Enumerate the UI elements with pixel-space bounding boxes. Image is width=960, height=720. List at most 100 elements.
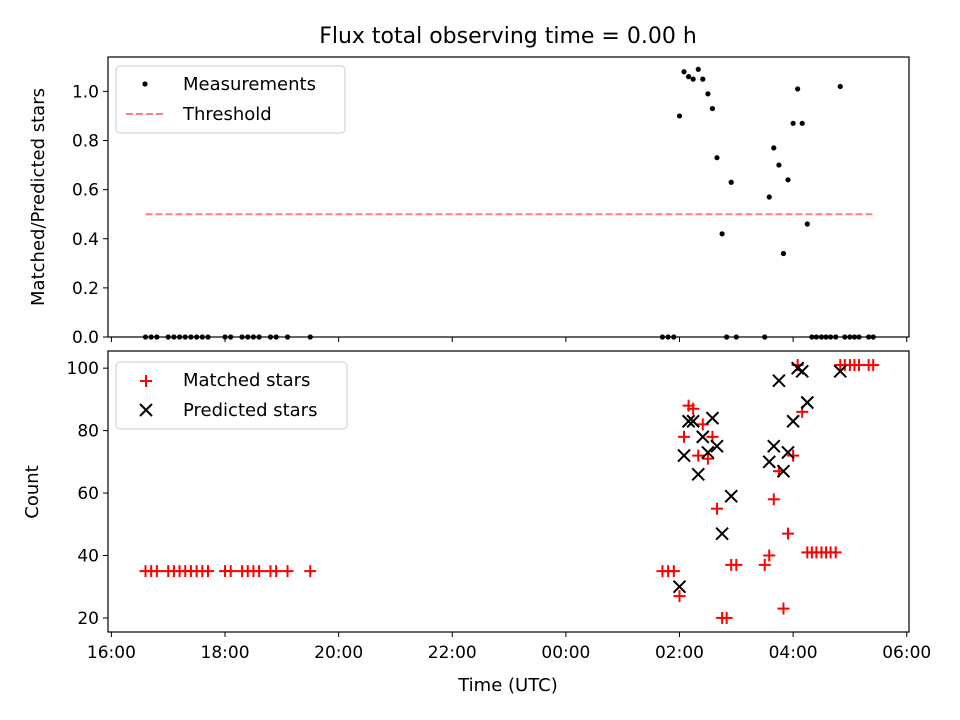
bottom-legend-box (115, 361, 348, 430)
bottom-plot-area (139, 359, 880, 624)
matched-star-point (730, 558, 743, 571)
predicted-star-point (781, 445, 795, 460)
x-tick-label: 00:00 (541, 643, 590, 663)
measurement-point (795, 86, 801, 92)
bottom-axes: 20 40 60 80 100 16:00 18:00 20:00 22:00 00:00 02:… (22, 350, 931, 696)
top-axes: 0.0 0.2 0.4 0.6 0.8 1.0 Matched/Predicted sta… (28, 56, 910, 348)
y-tick-label: 0.8 (72, 132, 99, 152)
measurement-point (804, 221, 810, 227)
measurement-point (780, 250, 787, 257)
measurement-point (799, 120, 805, 126)
matched-star-point (270, 565, 283, 578)
predicted-star-point (710, 439, 724, 453)
y-tick-label: 0.4 (72, 230, 99, 250)
y-tick-label: 80 (77, 422, 99, 442)
x-tick-label: 04:00 (769, 643, 818, 663)
measurement-point (728, 179, 734, 185)
predicted-star-point (672, 580, 687, 594)
y-tick-label: 20 (77, 609, 99, 629)
top-y-ticks: 0.0 0.2 0.4 0.6 0.8 1.0 (72, 82, 108, 348)
chart-title: Flux total observing time = 0.00 h (319, 24, 697, 49)
matched-star-point (767, 493, 780, 506)
legend-label-measurements: Measurements (183, 74, 316, 95)
y-tick-label: 1.0 (72, 82, 99, 102)
measurement-point (681, 69, 687, 75)
top-y-axis-label: Matched/Predicted stars (28, 88, 49, 306)
measurement-point (766, 194, 772, 200)
x-tick-label: 22:00 (428, 643, 477, 663)
matched-star-point (781, 527, 794, 540)
measurement-point (776, 162, 782, 168)
measurement-point (785, 177, 791, 183)
matched-star-point (763, 549, 776, 562)
measurement-point (685, 74, 692, 80)
measurement-point (705, 91, 711, 97)
top-legend-box (115, 65, 346, 134)
matched-star-point (281, 565, 294, 578)
x-tick-label: 18:00 (201, 643, 250, 663)
measurement-point (719, 231, 725, 237)
predicted-star-point (686, 414, 700, 428)
bottom-y-ticks: 20 40 60 80 100 (67, 359, 108, 629)
matched-star-point (787, 449, 800, 462)
predicted-star-point (701, 445, 715, 460)
matched-star-point (692, 449, 705, 462)
matched-star-point (673, 590, 686, 603)
matched-star-point (687, 402, 700, 415)
matched-star-point (701, 452, 714, 465)
predicted-star-point (800, 395, 815, 410)
measurement-point (700, 76, 706, 82)
predicted-star-point (762, 455, 776, 469)
top-legend: Measurements Threshold (115, 65, 346, 134)
x-axis-label: Time (UTC) (457, 675, 558, 696)
predicted-star-point (786, 414, 800, 428)
x-tick-label: 06:00 (882, 643, 931, 663)
matched-star-point (667, 565, 680, 578)
x-tick-label: 20:00 (314, 643, 363, 663)
x-tick-label: 16:00 (87, 643, 136, 663)
predicted-star-point (795, 364, 809, 379)
predicted-star-point (767, 439, 781, 453)
matched-star-point (720, 611, 733, 624)
measurement-point (709, 105, 716, 112)
x-tick-label: 02:00 (655, 643, 704, 663)
measurement-point (676, 113, 683, 119)
matched-star-point (201, 565, 214, 578)
predicted-star-point (696, 430, 710, 444)
predicted-star-point (677, 448, 691, 463)
matched-star-point (867, 359, 880, 372)
matched-star-point (253, 565, 266, 578)
top-x-ticks (110, 337, 908, 342)
bottom-y-axis-label: Count (22, 465, 43, 518)
matched-star-point (710, 502, 723, 515)
matched-star-point (224, 565, 237, 578)
y-tick-label: 0.2 (72, 279, 99, 299)
legend-label-predicted-stars: Predicted stars (183, 400, 317, 421)
y-tick-label: 100 (67, 359, 99, 379)
matched-star-point (758, 558, 771, 571)
y-tick-label: 40 (77, 547, 99, 567)
predicted-star-point (705, 411, 720, 425)
predicted-star-point (776, 464, 791, 478)
matched-star-point (678, 430, 691, 443)
matched-star-point (829, 546, 842, 559)
y-tick-label: 0.0 (72, 328, 99, 348)
measurement-point (695, 66, 701, 72)
bottom-legend: Matched stars Predicted stars (115, 361, 348, 430)
measurement-point (690, 76, 696, 82)
measurement-point (714, 155, 720, 161)
measurement-point (790, 120, 796, 126)
matched-star-point (304, 565, 317, 578)
measurement-point (771, 145, 777, 151)
top-axes-frame (107, 56, 910, 338)
measurement-point (837, 83, 843, 90)
predicted-star-point (681, 414, 696, 428)
legend-label-threshold: Threshold (182, 104, 272, 125)
bottom-x-ticks: 16:00 18:00 20:00 22:00 00:00 02:00 04:00 06:00 (87, 632, 931, 663)
predicted-star-point (715, 526, 729, 541)
bottom-axes-frame (107, 350, 910, 633)
legend-label-matched-stars: Matched stars (183, 370, 310, 391)
predicted-star-point (833, 364, 847, 379)
y-tick-label: 60 (77, 484, 99, 504)
